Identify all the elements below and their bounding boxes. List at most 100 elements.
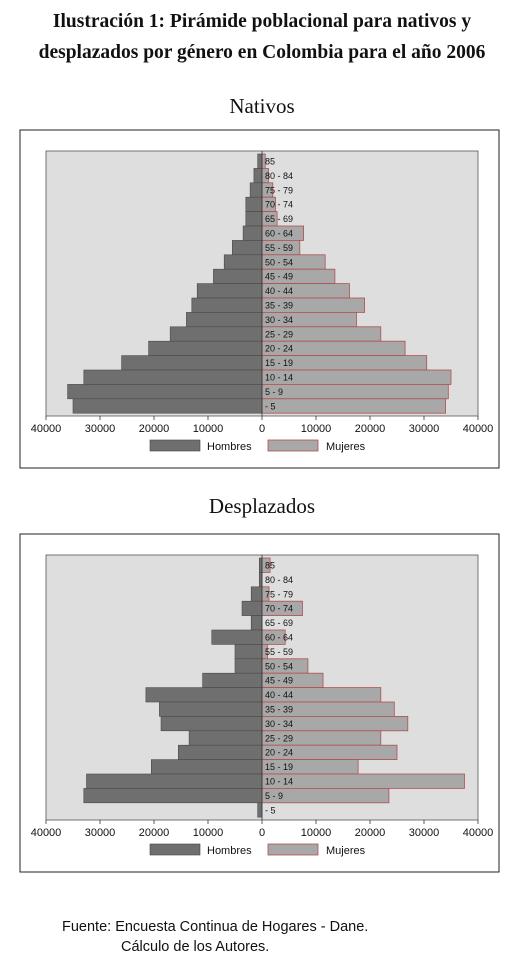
bar-hombres [250,615,263,631]
x-tick-label: 10000 [193,423,224,435]
age-group-label: 20 - 24 [265,748,293,758]
bar-hombres [249,182,263,198]
age-group-label: 50 - 54 [265,257,293,267]
age-group-label: - 5 [265,805,276,815]
x-tick-label: 10000 [301,423,332,435]
age-group-label: 30 - 34 [265,719,293,729]
bar-hombres [258,557,263,573]
age-group-label: 85 [265,561,275,571]
age-group-label: 45 - 49 [265,676,293,686]
age-group-label: 45 - 49 [265,272,293,282]
source-note: Fuente: Encuesta Continua de Hogares - D… [62,917,368,957]
bar-hombres [257,802,263,818]
figure-title: Ilustración 1: Pirámide poblacional para… [0,6,524,68]
legend-swatch-mujeres [267,439,319,452]
bar-hombres [83,369,263,385]
x-tick-label: 0 [259,423,265,435]
bar-hombres [145,687,263,703]
age-group-label: 65 - 69 [265,618,293,628]
age-group-label: 5 - 9 [265,791,283,801]
age-group-label: 25 - 29 [265,329,293,339]
age-group-label: 60 - 64 [265,633,293,643]
x-tick-label: 20000 [355,423,386,435]
x-tick-label: 30000 [85,827,116,839]
age-group-label: 80 - 84 [265,171,293,181]
age-group-label: 70 - 74 [265,604,293,614]
source-line-2: Cálculo de los Autores. [121,939,270,955]
legend-label-hombres: Hombres [207,441,252,453]
age-group-label: 70 - 74 [265,200,293,210]
bar-hombres [242,225,263,241]
age-group-label: 75 - 79 [265,589,293,599]
age-group-label: 60 - 64 [265,229,293,239]
bar-hombres [151,759,263,775]
legend-swatch-hombres [149,439,201,452]
legend-label-hombres: Hombres [207,845,252,857]
age-group-label: 15 - 19 [265,762,293,772]
bar-hombres [257,153,263,169]
x-tick-label: 20000 [355,827,386,839]
x-tick-label: 20000 [139,827,170,839]
bar-hombres [223,254,263,270]
chart-title-desplazados: Desplazados [208,494,316,518]
x-tick-label: 10000 [193,827,224,839]
x-tick-label: 30000 [409,827,440,839]
bar-hombres [241,600,263,616]
age-group-label: 35 - 39 [265,301,293,311]
bar-hombres [191,297,263,313]
bar-hombres [121,355,263,371]
age-group-label: 5 - 9 [265,387,283,397]
age-group-label: - 5 [265,401,276,411]
title-line-2: desplazados por género en Colombia para … [38,42,486,63]
age-group-label: 10 - 14 [265,777,293,787]
legend-swatch-mujeres [267,843,319,856]
bar-hombres [67,384,263,400]
x-tick-label: 40000 [31,423,62,435]
bar-hombres [213,268,263,284]
bar-hombres [159,701,263,717]
bar-hombres [83,788,263,804]
age-group-label: 40 - 44 [265,286,293,296]
legend-label-mujeres: Mujeres [326,441,366,453]
age-group-label: 20 - 24 [265,344,293,354]
x-tick-label: 20000 [139,423,170,435]
bar-mujeres [261,398,447,414]
x-tick-label: 40000 [31,827,62,839]
age-group-label: 35 - 39 [265,705,293,715]
age-group-label: 30 - 34 [265,315,293,325]
age-group-label: 55 - 59 [265,647,293,657]
bar-hombres [234,644,263,660]
x-tick-label: 40000 [463,827,494,839]
legend-swatch-hombres [149,843,201,856]
chart-title-nativos: Nativos [229,94,295,118]
age-group-label: 75 - 79 [265,185,293,195]
bar-hombres [86,773,263,789]
bar-hombres [196,283,263,299]
bar-hombres [169,326,263,342]
bar-hombres [234,658,263,674]
pyramid-chart-nativos: 85 80 - 84 75 - 79 70 - 74 65 - 69 60 - 64 55 … [19,129,500,469]
age-group-label: 40 - 44 [265,690,293,700]
bar-hombres [250,586,263,602]
x-tick-label: 40000 [463,423,494,435]
bar-hombres [178,744,263,760]
bar-hombres [202,672,263,688]
bar-hombres [186,312,263,328]
age-group-label: 80 - 84 [265,575,293,585]
bar-mujeres [261,383,449,400]
legend-label-mujeres: Mujeres [326,845,366,857]
age-group-label: 50 - 54 [265,661,293,671]
pyramid-chart-desplazados: 85 80 - 84 75 - 79 70 - 74 65 - 69 60 - 64 55 … [19,533,500,873]
age-group-label: 65 - 69 [265,214,293,224]
bar-hombres [148,340,263,356]
x-tick-label: 30000 [409,423,440,435]
age-group-label: 25 - 29 [265,733,293,743]
bar-hombres [72,398,263,414]
bar-hombres [258,572,263,588]
bar-hombres [160,716,263,732]
bar-hombres [245,211,263,227]
source-line-1: Fuente: Encuesta Continua de Hogares - D… [62,919,369,935]
bar-hombres [188,730,263,746]
bar-hombres [211,629,263,645]
bar-hombres [232,240,263,256]
